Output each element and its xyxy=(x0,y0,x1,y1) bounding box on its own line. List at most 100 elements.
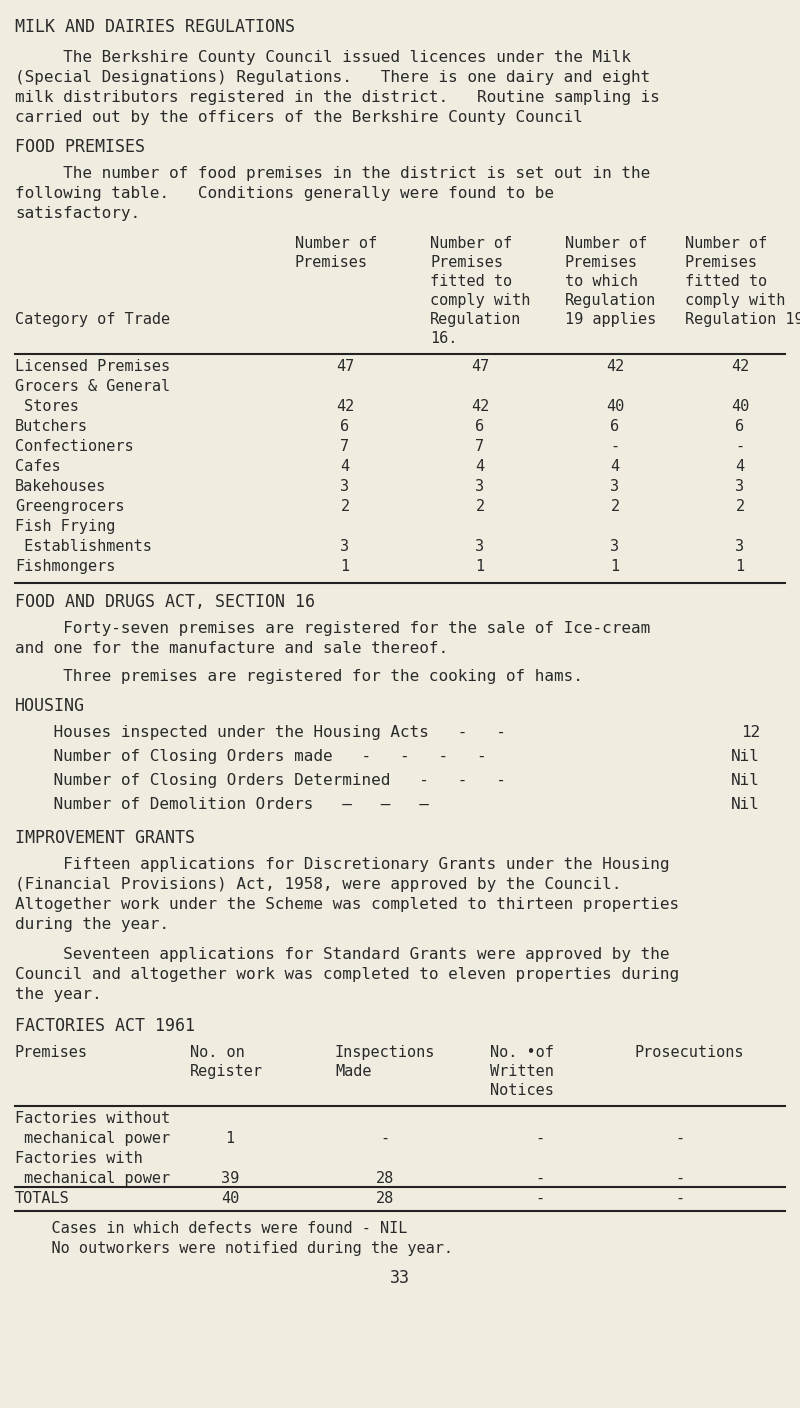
Text: 28: 28 xyxy=(376,1191,394,1207)
Text: 3: 3 xyxy=(610,539,619,553)
Text: 40: 40 xyxy=(221,1191,239,1207)
Text: FOOD PREMISES: FOOD PREMISES xyxy=(15,138,145,156)
Text: Number of: Number of xyxy=(295,237,377,251)
Text: 6: 6 xyxy=(475,420,485,434)
Text: 42: 42 xyxy=(471,398,489,414)
Text: Premises: Premises xyxy=(430,255,503,270)
Text: Greengrocers: Greengrocers xyxy=(15,498,125,514)
Text: Fishmongers: Fishmongers xyxy=(15,559,115,574)
Text: Cases in which defects were found - NIL: Cases in which defects were found - NIL xyxy=(15,1221,407,1236)
Text: -: - xyxy=(535,1171,545,1186)
Text: Stores: Stores xyxy=(15,398,79,414)
Text: Premises: Premises xyxy=(685,255,758,270)
Text: The Berkshire County Council issued licences under the Milk: The Berkshire County Council issued lice… xyxy=(15,51,631,65)
Text: to which: to which xyxy=(565,275,638,289)
Text: Number of Demolition Orders   —   —   —: Number of Demolition Orders — — — xyxy=(15,797,429,812)
Text: Establishments: Establishments xyxy=(15,539,152,553)
Text: 33: 33 xyxy=(390,1269,410,1287)
Text: Category of Trade: Category of Trade xyxy=(15,313,170,327)
Text: satisfactory.: satisfactory. xyxy=(15,206,140,221)
Text: 2: 2 xyxy=(341,498,350,514)
Text: Number of Closing Orders made   -   -   -   -: Number of Closing Orders made - - - - xyxy=(15,749,486,765)
Text: -: - xyxy=(735,439,745,453)
Text: 6: 6 xyxy=(341,420,350,434)
Text: Made: Made xyxy=(335,1064,371,1079)
Text: 3: 3 xyxy=(735,479,745,494)
Text: -: - xyxy=(675,1191,685,1207)
Text: -: - xyxy=(381,1131,390,1146)
Text: 3: 3 xyxy=(341,539,350,553)
Text: Number of: Number of xyxy=(430,237,512,251)
Text: Confectioners: Confectioners xyxy=(15,439,134,453)
Text: Regulation: Regulation xyxy=(565,293,656,308)
Text: Cafes: Cafes xyxy=(15,459,61,474)
Text: 1: 1 xyxy=(735,559,745,574)
Text: Grocers & General: Grocers & General xyxy=(15,379,170,394)
Text: Fifteen applications for Discretionary Grants under the Housing: Fifteen applications for Discretionary G… xyxy=(15,857,670,872)
Text: Notices: Notices xyxy=(490,1083,554,1098)
Text: 19 applies: 19 applies xyxy=(565,313,656,327)
Text: 3: 3 xyxy=(475,479,485,494)
Text: during the year.: during the year. xyxy=(15,917,169,932)
Text: 1: 1 xyxy=(226,1131,234,1146)
Text: 3: 3 xyxy=(341,479,350,494)
Text: TOTALS: TOTALS xyxy=(15,1191,70,1207)
Text: 6: 6 xyxy=(735,420,745,434)
Text: 2: 2 xyxy=(735,498,745,514)
Text: fitted to: fitted to xyxy=(685,275,767,289)
Text: 42: 42 xyxy=(731,359,749,375)
Text: 3: 3 xyxy=(475,539,485,553)
Text: 42: 42 xyxy=(336,398,354,414)
Text: 40: 40 xyxy=(731,398,749,414)
Text: 42: 42 xyxy=(606,359,624,375)
Text: -: - xyxy=(610,439,619,453)
Text: 47: 47 xyxy=(471,359,489,375)
Text: Fish Frying: Fish Frying xyxy=(15,520,115,534)
Text: No. •of: No. •of xyxy=(490,1045,554,1060)
Text: -: - xyxy=(535,1131,545,1146)
Text: Number of: Number of xyxy=(565,237,647,251)
Text: FACTORIES ACT 1961: FACTORIES ACT 1961 xyxy=(15,1017,195,1035)
Text: fitted to: fitted to xyxy=(430,275,512,289)
Text: Council and altogether work was completed to eleven properties during: Council and altogether work was complete… xyxy=(15,967,679,981)
Text: Nil: Nil xyxy=(731,797,760,812)
Text: -: - xyxy=(675,1171,685,1186)
Text: 2: 2 xyxy=(475,498,485,514)
Text: 7: 7 xyxy=(475,439,485,453)
Text: the year.: the year. xyxy=(15,987,102,1002)
Text: -: - xyxy=(675,1131,685,1146)
Text: Butchers: Butchers xyxy=(15,420,88,434)
Text: 12: 12 xyxy=(741,725,760,741)
Text: mechanical power: mechanical power xyxy=(15,1171,170,1186)
Text: 1: 1 xyxy=(475,559,485,574)
Text: comply with: comply with xyxy=(430,293,530,308)
Text: 28: 28 xyxy=(376,1171,394,1186)
Text: 1: 1 xyxy=(610,559,619,574)
Text: Factories without: Factories without xyxy=(15,1111,170,1126)
Text: 3: 3 xyxy=(735,539,745,553)
Text: Seventeen applications for Standard Grants were approved by the: Seventeen applications for Standard Gran… xyxy=(15,948,670,962)
Text: Number of: Number of xyxy=(685,237,767,251)
Text: IMPROVEMENT GRANTS: IMPROVEMENT GRANTS xyxy=(15,829,195,848)
Text: Bakehouses: Bakehouses xyxy=(15,479,106,494)
Text: Premises: Premises xyxy=(295,255,368,270)
Text: (Special Designations) Regulations.   There is one dairy and eight: (Special Designations) Regulations. Ther… xyxy=(15,70,650,84)
Text: 3: 3 xyxy=(610,479,619,494)
Text: 16.: 16. xyxy=(430,331,458,346)
Text: 4: 4 xyxy=(475,459,485,474)
Text: 1: 1 xyxy=(341,559,350,574)
Text: 39: 39 xyxy=(221,1171,239,1186)
Text: Premises: Premises xyxy=(565,255,638,270)
Text: Forty-seven premises are registered for the sale of Ice-cream: Forty-seven premises are registered for … xyxy=(15,621,650,636)
Text: Prosecutions: Prosecutions xyxy=(635,1045,745,1060)
Text: 6: 6 xyxy=(610,420,619,434)
Text: Inspections: Inspections xyxy=(335,1045,435,1060)
Text: mechanical power: mechanical power xyxy=(15,1131,170,1146)
Text: FOOD AND DRUGS ACT, SECTION 16: FOOD AND DRUGS ACT, SECTION 16 xyxy=(15,593,315,611)
Text: Three premises are registered for the cooking of hams.: Three premises are registered for the co… xyxy=(15,669,583,684)
Text: (Financial Provisions) Act, 1958, were approved by the Council.: (Financial Provisions) Act, 1958, were a… xyxy=(15,877,622,893)
Text: Premises: Premises xyxy=(15,1045,88,1060)
Text: carried out by the officers of the Berkshire County Council: carried out by the officers of the Berks… xyxy=(15,110,583,125)
Text: Number of Closing Orders Determined   -   -   -: Number of Closing Orders Determined - - … xyxy=(15,773,506,788)
Text: 7: 7 xyxy=(341,439,350,453)
